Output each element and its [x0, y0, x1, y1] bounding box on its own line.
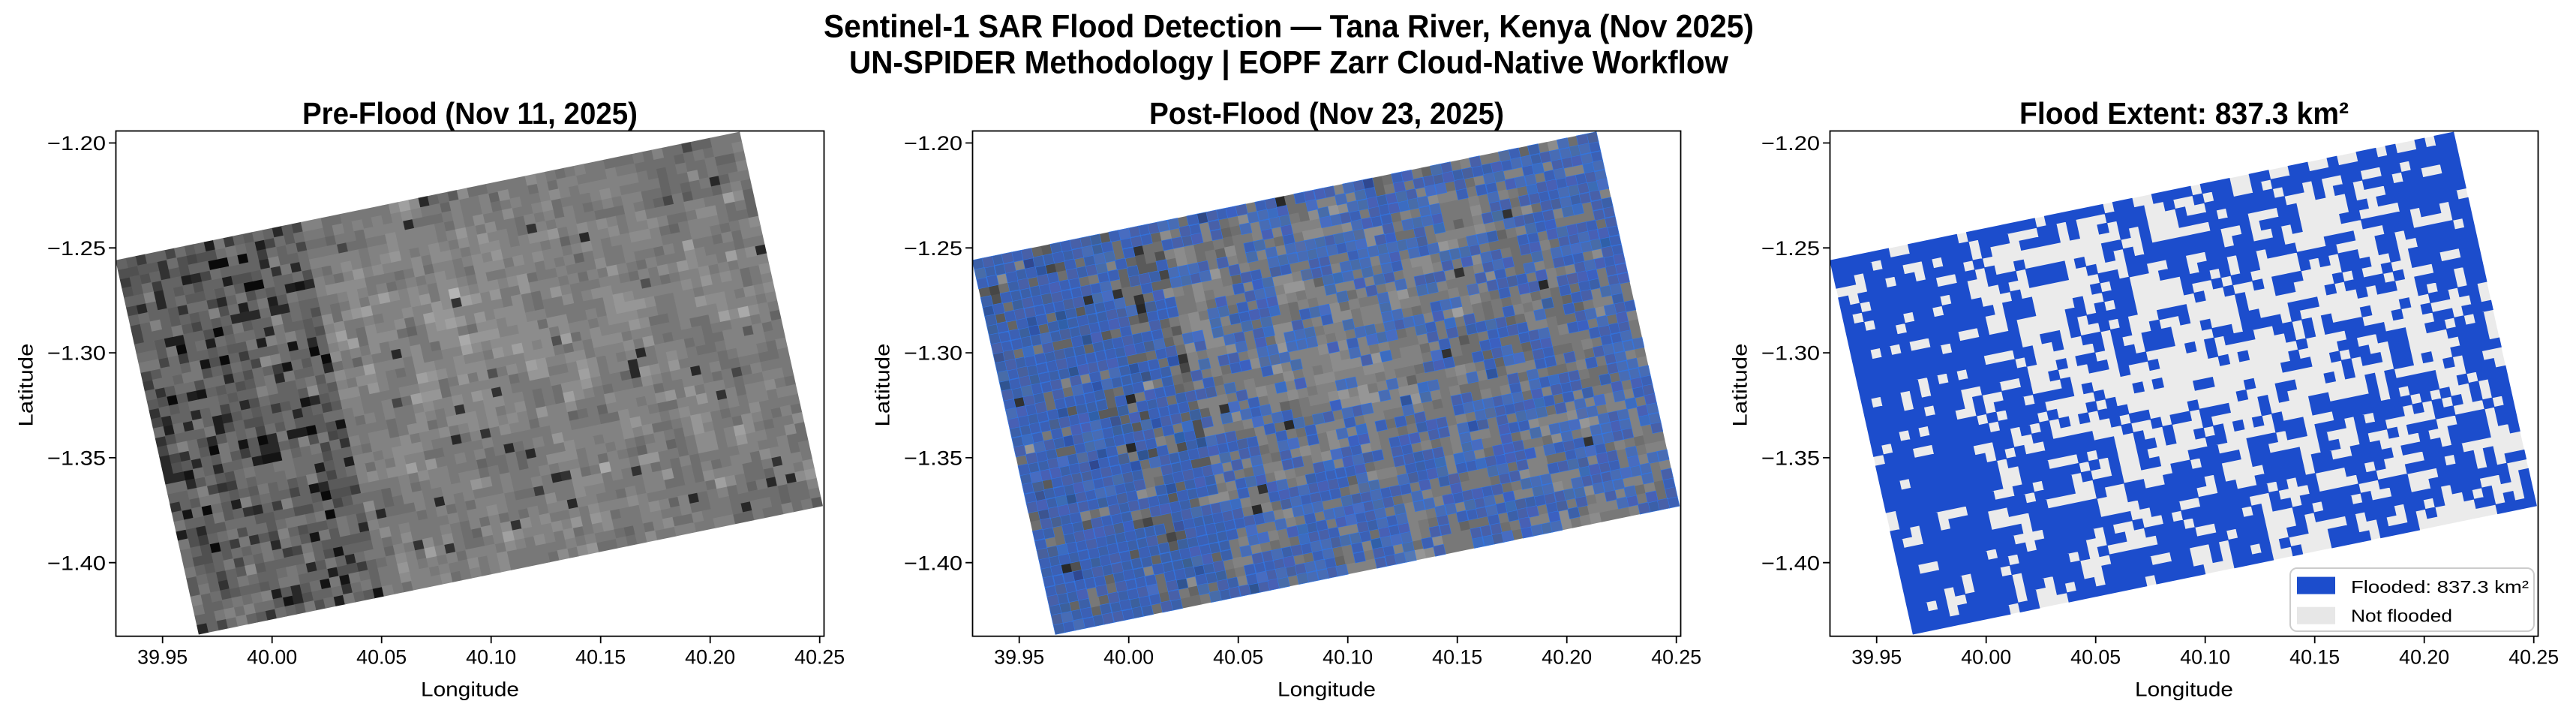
- svg-text:−1.20: −1.20: [47, 132, 106, 155]
- svg-text:40.00: 40.00: [1103, 646, 1154, 669]
- svg-text:Latitude: Latitude: [1729, 344, 1752, 427]
- svg-text:40.25: 40.25: [1651, 646, 1701, 669]
- svg-text:40.25: 40.25: [2508, 646, 2559, 669]
- svg-text:−1.20: −1.20: [1761, 132, 1820, 155]
- svg-text:Post-Flood (Nov 23, 2025): Post-Flood (Nov 23, 2025): [1149, 96, 1504, 131]
- svg-text:−1.35: −1.35: [904, 447, 962, 470]
- svg-text:40.00: 40.00: [1961, 646, 2011, 669]
- svg-text:39.95: 39.95: [994, 646, 1044, 669]
- svg-text:40.10: 40.10: [2180, 646, 2230, 669]
- svg-text:−1.30: −1.30: [47, 342, 106, 365]
- svg-text:UN-SPIDER Methodology | EOPF Z: UN-SPIDER Methodology | EOPF Zarr Cloud-…: [849, 45, 1729, 81]
- svg-text:40.15: 40.15: [575, 646, 626, 669]
- svg-text:40.15: 40.15: [1432, 646, 1482, 669]
- svg-text:−1.25: −1.25: [904, 237, 962, 260]
- svg-text:Pre-Flood (Nov 11, 2025): Pre-Flood (Nov 11, 2025): [302, 96, 638, 131]
- svg-text:−1.30: −1.30: [904, 342, 962, 365]
- svg-text:40.20: 40.20: [1542, 646, 1592, 669]
- svg-text:40.20: 40.20: [2399, 646, 2449, 669]
- svg-text:Flooded: 837.3 km²: Flooded: 837.3 km²: [2351, 577, 2529, 597]
- svg-text:39.95: 39.95: [1851, 646, 1902, 669]
- svg-text:−1.20: −1.20: [904, 132, 962, 155]
- svg-text:40.10: 40.10: [466, 646, 516, 669]
- svg-text:Longitude: Longitude: [2135, 678, 2233, 701]
- svg-text:−1.25: −1.25: [1761, 237, 1820, 260]
- svg-text:40.25: 40.25: [794, 646, 845, 669]
- svg-text:40.05: 40.05: [2070, 646, 2121, 669]
- svg-text:40.20: 40.20: [685, 646, 735, 669]
- svg-text:40.15: 40.15: [2289, 646, 2340, 669]
- svg-text:−1.35: −1.35: [1761, 447, 1820, 470]
- svg-text:−1.40: −1.40: [47, 552, 106, 574]
- svg-text:Not flooded: Not flooded: [2351, 606, 2452, 626]
- svg-text:Latitude: Latitude: [872, 344, 894, 427]
- svg-text:Latitude: Latitude: [15, 344, 38, 427]
- svg-text:−1.40: −1.40: [904, 552, 962, 574]
- svg-text:−1.25: −1.25: [47, 237, 106, 260]
- svg-text:40.00: 40.00: [247, 646, 297, 669]
- svg-text:40.05: 40.05: [356, 646, 407, 669]
- svg-text:Sentinel-1 SAR Flood Detection: Sentinel-1 SAR Flood Detection — Tana Ri…: [824, 9, 1754, 45]
- svg-text:Flood Extent: 837.3 km²: Flood Extent: 837.3 km²: [2019, 96, 2349, 131]
- svg-text:−1.35: −1.35: [47, 447, 106, 470]
- svg-text:40.10: 40.10: [1323, 646, 1373, 669]
- svg-text:Longitude: Longitude: [421, 678, 519, 701]
- svg-text:39.95: 39.95: [137, 646, 188, 669]
- svg-text:−1.40: −1.40: [1761, 552, 1820, 574]
- svg-text:−1.30: −1.30: [1761, 342, 1820, 365]
- svg-text:Longitude: Longitude: [1277, 678, 1376, 701]
- svg-text:40.05: 40.05: [1213, 646, 1263, 669]
